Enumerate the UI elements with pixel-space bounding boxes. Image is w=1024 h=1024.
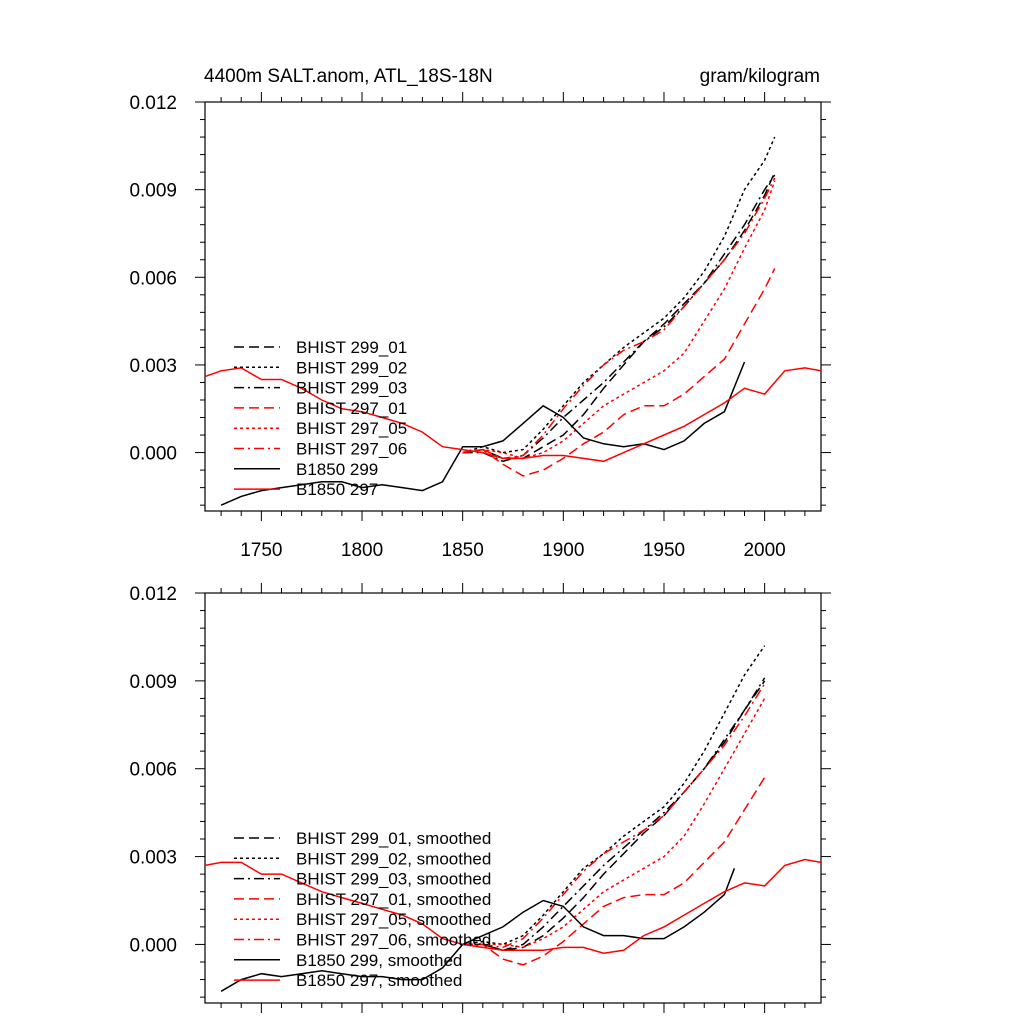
series-line-5 — [462, 177, 776, 460]
series-line-1 — [462, 645, 766, 946]
chart-title-right: gram/kilogram — [700, 66, 820, 87]
x-tick-label: 1800 — [341, 540, 383, 561]
legend-label: B1850 299 — [296, 460, 378, 479]
x-tick-label: 1850 — [442, 540, 484, 561]
x-tick-label: 1900 — [542, 540, 584, 561]
series-line-4 — [462, 698, 766, 949]
plot-frame — [204, 101, 822, 512]
legend-label: BHIST 299_01 — [296, 338, 407, 357]
y-tick-label: 0.003 — [129, 848, 177, 869]
legend-label: BHIST 299_01, smoothed — [296, 829, 491, 848]
legend-label: BHIST 299_03, smoothed — [296, 870, 491, 889]
y-tick-label: 0.009 — [129, 181, 177, 202]
series-line-0 — [462, 680, 766, 952]
y-tick-label: 0.000 — [129, 935, 177, 956]
x-tick-label: 1950 — [643, 540, 685, 561]
y-tick-label: 0.006 — [129, 268, 177, 289]
y-tick-label: 0.003 — [129, 356, 177, 377]
series-line-6 — [220, 361, 746, 506]
series-line-2 — [462, 174, 776, 463]
series-line-2 — [462, 677, 766, 952]
legend-label: BHIST 299_02 — [296, 358, 407, 377]
plot-frame — [204, 592, 822, 1004]
series-line-3 — [462, 268, 776, 477]
legend-label: BHIST 297_05, smoothed — [296, 910, 491, 929]
legend-label: BHIST 297_01, smoothed — [296, 890, 491, 909]
legend-label: BHIST 297_05 — [296, 419, 407, 438]
legend-label: BHIST 297_06, smoothed — [296, 931, 491, 950]
lower-panel: 0.000 0.003 0.006 0.009 0.012 BHIST 299_01, s… — [129, 583, 831, 1013]
y-tick-label: 0.000 — [129, 444, 177, 465]
legend-label: B1850 297 — [296, 480, 378, 499]
legend-label: BHIST 297_01 — [296, 399, 407, 418]
y-tick-label: 0.006 — [129, 760, 177, 781]
series-line-7 — [205, 858, 821, 954]
legend-label: B1850 297, smoothed — [296, 971, 462, 990]
legend-label: B1850 299, smoothed — [296, 951, 462, 970]
series-line-4 — [462, 180, 776, 460]
y-tick-label: 0.009 — [129, 672, 177, 693]
series-line-5 — [462, 683, 766, 949]
legend-label: BHIST 299_02, smoothed — [296, 849, 491, 868]
series-line-0 — [462, 171, 776, 460]
x-tick-label: 2000 — [743, 540, 785, 561]
series-line-3 — [462, 777, 766, 966]
y-tick-label: 0.012 — [129, 584, 177, 605]
x-tick-label: 1750 — [240, 540, 282, 561]
chart-title-left: 4400m SALT.anom, ATL_18S-18N — [204, 66, 493, 87]
series-line-7 — [205, 367, 821, 463]
series-line-6 — [220, 868, 736, 992]
series-line-1 — [462, 136, 776, 454]
legend-label: BHIST 299_03 — [296, 379, 407, 398]
y-tick-label: 0.012 — [129, 93, 177, 114]
upper-panel: 1750 1800 1850 1900 1950 2000 0.000 0.003 0.006 0… — [129, 92, 831, 561]
legend-label: BHIST 297_06 — [296, 440, 407, 459]
